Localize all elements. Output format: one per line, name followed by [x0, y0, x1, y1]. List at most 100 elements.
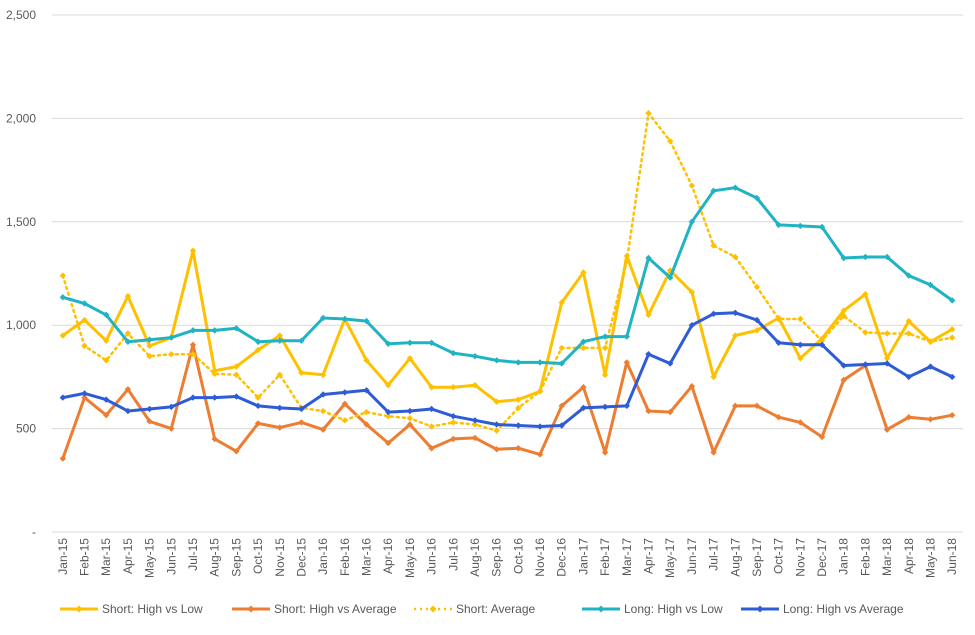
data-point	[927, 338, 934, 345]
data-point	[905, 330, 912, 337]
x-tick-label: Aug-17	[728, 538, 742, 577]
data-point	[59, 332, 67, 339]
data-point	[883, 253, 891, 261]
data-point	[428, 445, 435, 452]
data-point	[385, 381, 392, 389]
x-tick-label: Feb-17	[598, 538, 612, 576]
x-tick-label: Aug-16	[468, 538, 482, 577]
legend-marker	[75, 605, 83, 613]
data-point	[580, 344, 587, 352]
data-point	[797, 341, 804, 349]
data-point	[450, 349, 457, 357]
data-point	[211, 394, 218, 401]
data-point	[732, 184, 739, 191]
data-point	[710, 373, 717, 381]
data-point	[927, 363, 934, 370]
data-point	[146, 342, 153, 350]
data-point	[710, 187, 717, 194]
data-point	[797, 419, 804, 426]
data-point	[688, 218, 696, 225]
series-lines	[59, 110, 956, 462]
legend-marker	[597, 605, 605, 613]
x-tick-label: Jul-16	[446, 538, 460, 571]
data-point	[883, 330, 891, 337]
data-point	[471, 421, 479, 428]
x-tick-label: May-16	[403, 538, 417, 578]
data-point	[515, 404, 522, 412]
data-point	[818, 433, 826, 441]
data-point	[341, 400, 349, 407]
data-point	[81, 300, 88, 307]
data-point	[493, 421, 500, 428]
data-point	[406, 421, 414, 428]
y-tick-label: 2,500	[6, 8, 36, 22]
data-point	[254, 338, 262, 345]
data-point	[233, 371, 240, 379]
x-tick-label: Feb-16	[338, 538, 352, 576]
data-point	[59, 294, 67, 301]
series-2	[59, 341, 956, 462]
data-point	[623, 359, 630, 366]
x-tick-label: Apr-15	[121, 538, 135, 574]
data-point	[146, 405, 153, 413]
data-point	[211, 327, 218, 334]
data-point	[840, 312, 847, 320]
data-point	[493, 398, 500, 405]
y-tick-label: 500	[16, 422, 36, 436]
x-tick-label: Sep-15	[229, 538, 243, 577]
legend-marker	[247, 605, 255, 613]
data-point	[710, 449, 717, 456]
data-point	[666, 274, 674, 281]
data-point	[59, 272, 67, 279]
x-axis: Jan-15 Feb-15 Mar-15 Apr-15 May-15 Jun-15 Jul-…	[56, 538, 959, 578]
data-point	[363, 357, 370, 364]
data-point	[341, 389, 349, 396]
x-tick-label: Dec-17	[815, 538, 829, 577]
data-point	[319, 371, 327, 379]
data-point	[862, 253, 869, 261]
data-point	[363, 317, 370, 325]
data-point	[515, 445, 522, 452]
data-point	[319, 407, 327, 415]
data-point	[883, 355, 891, 362]
series-line	[61, 343, 954, 461]
data-point	[580, 269, 587, 276]
data-point	[905, 414, 912, 421]
series-line	[61, 186, 954, 365]
data-point	[558, 344, 565, 352]
data-point	[753, 327, 761, 334]
series-line	[61, 249, 954, 404]
x-tick-label: Feb-15	[78, 538, 92, 576]
data-point	[450, 419, 457, 426]
data-point	[862, 361, 869, 368]
data-point	[536, 388, 544, 395]
legend-item: Short: High vs Average	[232, 602, 397, 616]
data-point	[189, 350, 197, 358]
x-tick-label: Mar-18	[880, 538, 894, 576]
data-point	[254, 346, 262, 354]
data-point	[862, 329, 869, 336]
data-point	[385, 340, 392, 348]
data-point	[168, 425, 175, 432]
data-point	[775, 315, 782, 323]
x-tick-label: Sep-17	[750, 538, 764, 577]
x-tick-label: May-18	[923, 538, 937, 578]
gridlines	[52, 14, 963, 533]
data-point	[233, 325, 240, 332]
data-point	[428, 339, 435, 346]
data-point	[103, 396, 110, 403]
x-tick-label: Nov-15	[273, 538, 287, 577]
data-point	[645, 407, 652, 415]
data-point	[189, 247, 197, 254]
legend-label: Short: High vs Average	[274, 602, 397, 616]
data-point	[168, 350, 175, 358]
x-tick-label: Jan-16	[316, 538, 330, 575]
data-point	[558, 402, 565, 410]
data-point	[601, 403, 609, 411]
data-point	[732, 309, 739, 316]
data-point	[710, 242, 717, 249]
x-tick-label: Mar-17	[620, 538, 634, 576]
data-point	[276, 404, 283, 412]
data-point	[385, 408, 392, 416]
data-point	[428, 384, 435, 391]
